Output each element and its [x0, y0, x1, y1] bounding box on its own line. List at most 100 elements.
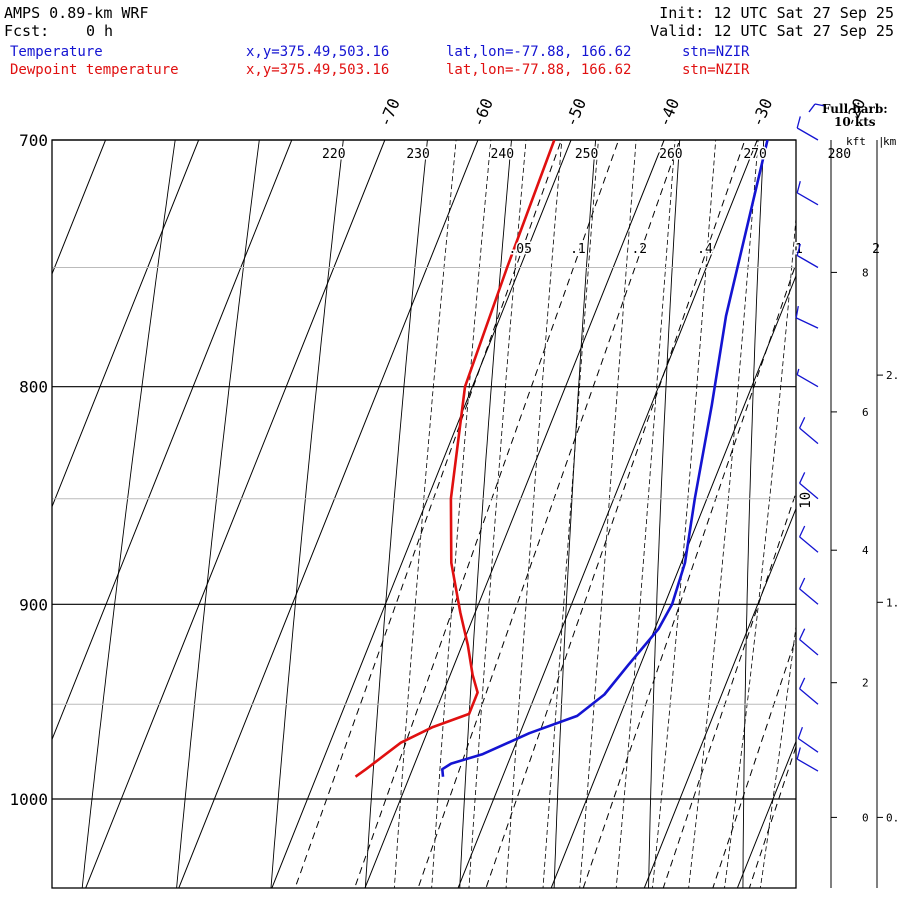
isotherm [52, 140, 293, 741]
isotherm [52, 140, 107, 276]
dry-adiabat [270, 140, 344, 888]
mixing-ratio-line [294, 140, 562, 888]
barb-key: Full barb:10 kts [808, 102, 888, 129]
isotherm [52, 140, 200, 509]
wind-barb [796, 181, 819, 206]
kft-tick-label: 2 [862, 677, 869, 690]
kft-tick-label: 0 [862, 811, 869, 824]
barb-key-flag [814, 103, 826, 107]
wind-barb [797, 726, 819, 753]
wind-barb [799, 472, 819, 500]
isotherm [823, 86, 900, 900]
temperature-tick-label: -70 [375, 96, 404, 130]
annotation-label: 10 [798, 492, 814, 509]
moist-adiabat [759, 623, 796, 888]
isotherm [271, 140, 572, 888]
moist-adiabats [393, 86, 900, 900]
dry-adiabats [81, 86, 850, 900]
km-tick-label: 0. [886, 811, 899, 824]
forecast-label: Fcst: [4, 22, 50, 40]
moist-adiabat [431, 140, 492, 888]
moist-adiabat [829, 86, 900, 900]
axis-labels: 7008009001000-70-60-50-40-30-20-10022023… [9, 96, 888, 809]
wind-barb-shaft [796, 127, 819, 141]
legend-dewpoint-stn: stn=NZIR [682, 62, 750, 78]
legend-temperature-name: Temperature [10, 44, 103, 60]
wind-barb-shaft [799, 639, 819, 656]
moist-adiabat [468, 140, 527, 888]
barb-key-text-1: Full barb: [822, 102, 888, 116]
mixing-ratio-label: .2 [631, 242, 647, 257]
wind-barb [799, 417, 819, 445]
wind-barb-shaft [796, 374, 819, 388]
mixing-ratio-label: .1 [570, 242, 586, 257]
dry-adiabat [648, 140, 681, 888]
isotherm [643, 507, 796, 888]
wind-barb-flag [799, 577, 806, 590]
valid-time: Valid: 12 UTC Sat 27 Sep 25 [650, 22, 894, 40]
theta-label: 230 [406, 147, 429, 162]
dry-adiabat [459, 140, 512, 888]
kft-tick-label: 4 [862, 544, 869, 557]
wind-barbs [795, 116, 819, 772]
kft-tick-label: 6 [862, 406, 869, 419]
moist-adiabat [615, 140, 676, 888]
temperature-tick-label: -40 [654, 96, 683, 130]
legend-dewpoint-latlon: lat,lon=-77.88, 166.62 [446, 62, 632, 78]
legend-dewpoint-xy: x,y=375.49,503.16 [246, 62, 390, 78]
dry-adiabat [553, 140, 597, 888]
mixing-ratio-label: .05 [508, 242, 531, 257]
wind-barb-shaft [799, 536, 819, 553]
wind-barb [796, 116, 819, 141]
wind-barb-flag [796, 368, 800, 375]
wind-barb-flag [796, 181, 801, 193]
mixing-ratio-line [417, 140, 681, 888]
moist-adiabat [579, 140, 637, 888]
wind-barb-shaft [799, 588, 819, 605]
wind-barb-flag [796, 243, 801, 256]
legend-temperature-xy: x,y=375.49,503.16 [246, 44, 390, 60]
wind-barb [796, 747, 819, 772]
isotherm [178, 140, 479, 888]
theta-label: 270 [743, 147, 766, 162]
temperature-tick-label: -50 [561, 96, 590, 130]
moist-adiabat [864, 86, 900, 900]
mixing-ratio-line [662, 491, 796, 888]
legend-temperature-stn: stn=NZIR [682, 44, 750, 60]
mixing-ratio-label: .4 [697, 242, 713, 257]
wind-barb [796, 368, 819, 388]
sounding-series [354, 140, 769, 778]
wind-barb [796, 243, 819, 269]
height-axis: kft km| 8 6 4 2 0 2. 1. 0. [830, 135, 899, 888]
isotherms [52, 86, 900, 900]
dry-adiabat [81, 140, 176, 888]
mixing-ratio-line [485, 140, 746, 888]
mixing-ratio-line [354, 140, 620, 888]
isotherm [550, 274, 796, 888]
wind-barb-flag [796, 747, 801, 760]
moist-adiabat [542, 140, 599, 888]
wind-barb [795, 305, 819, 329]
wind-barb-shaft [796, 758, 819, 772]
dry-adiabat [837, 86, 850, 900]
wind-barb [799, 577, 819, 605]
kft-label: kft [846, 135, 866, 148]
wind-barb-flag [799, 472, 806, 484]
barb-key-text-2: 10 kts [834, 115, 876, 129]
isobars [51, 139, 797, 889]
forecast-value: 0 h [86, 22, 114, 40]
mixing-ratio-lines [294, 140, 796, 888]
moist-adiabat [505, 140, 563, 888]
wind-barb-flag [799, 417, 806, 429]
wind-barb-shaft [799, 688, 819, 705]
wind-barb-shaft [799, 482, 819, 500]
plot-frame [51, 139, 797, 889]
model-title: AMPS 0.89-km WRF [4, 4, 149, 22]
mixing-ratio-line [712, 636, 796, 888]
init-time: Init: 12 UTC Sat 27 Sep 25 [659, 4, 894, 22]
moist-adiabat [688, 140, 759, 888]
dry-adiabat [742, 140, 765, 888]
mixing-ratio-label: 2 [872, 242, 880, 257]
isotherm [85, 140, 386, 888]
